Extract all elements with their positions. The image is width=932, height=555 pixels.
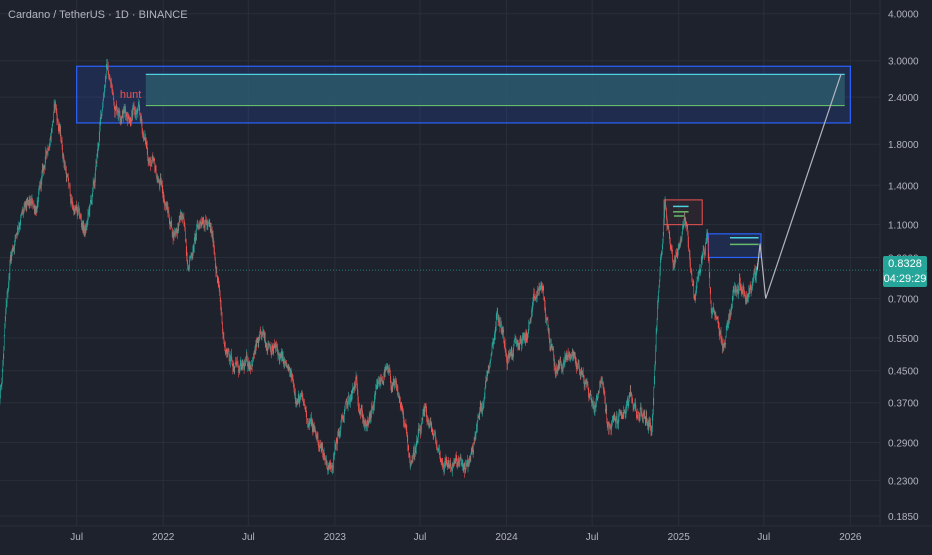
annotations: hunt (120, 89, 141, 101)
price-tick-label: 0.3700 (888, 399, 919, 410)
time-tick-label: Jul (757, 532, 770, 543)
candle-countdown-tag: 04:29:29 (883, 271, 927, 287)
exchange-label: BINANCE (139, 9, 188, 21)
time-tick-label: Jul (70, 532, 83, 543)
price-tick-label: 1.4000 (888, 181, 919, 192)
price-tick-label: 1.8000 (888, 140, 919, 151)
time-tick-label: Jul (586, 532, 599, 543)
time-tick-label: Jul (242, 532, 255, 543)
time-tick-label: 2026 (839, 532, 862, 543)
price-tick-label: 0.7000 (888, 295, 919, 306)
chart-title: Cardano / TetherUS · 1D · BINANCE (8, 9, 188, 21)
current-price-tag: 0.8328 (883, 256, 927, 272)
title-separator: · (129, 9, 139, 21)
price-tick-label: 0.2300 (888, 476, 919, 487)
price-tick-label: 0.5500 (888, 334, 919, 345)
title-separator: · (105, 9, 115, 21)
interval-label[interactable]: 1D (115, 9, 129, 21)
zone-band (146, 74, 845, 105)
time-tick-label: 2024 (495, 532, 518, 543)
price-tick-label: 0.4500 (888, 367, 919, 378)
symbol-name: Cardano / TetherUS (8, 9, 105, 21)
time-tick-label: 2025 (668, 532, 691, 543)
price-tick-label: 1.1000 (888, 221, 919, 232)
price-tick-label: 0.2900 (888, 439, 919, 450)
hunt-label: hunt (120, 89, 141, 101)
price-tick-label: 2.4000 (888, 93, 919, 104)
time-tick-label: Jul (414, 532, 427, 543)
time-tick-label: 2022 (152, 532, 175, 543)
price-tick-label: 4.0000 (888, 10, 919, 21)
price-tick-label: 3.0000 (888, 57, 919, 68)
price-tick-label: 0.1850 (888, 512, 919, 523)
time-tick-label: 2023 (324, 532, 347, 543)
